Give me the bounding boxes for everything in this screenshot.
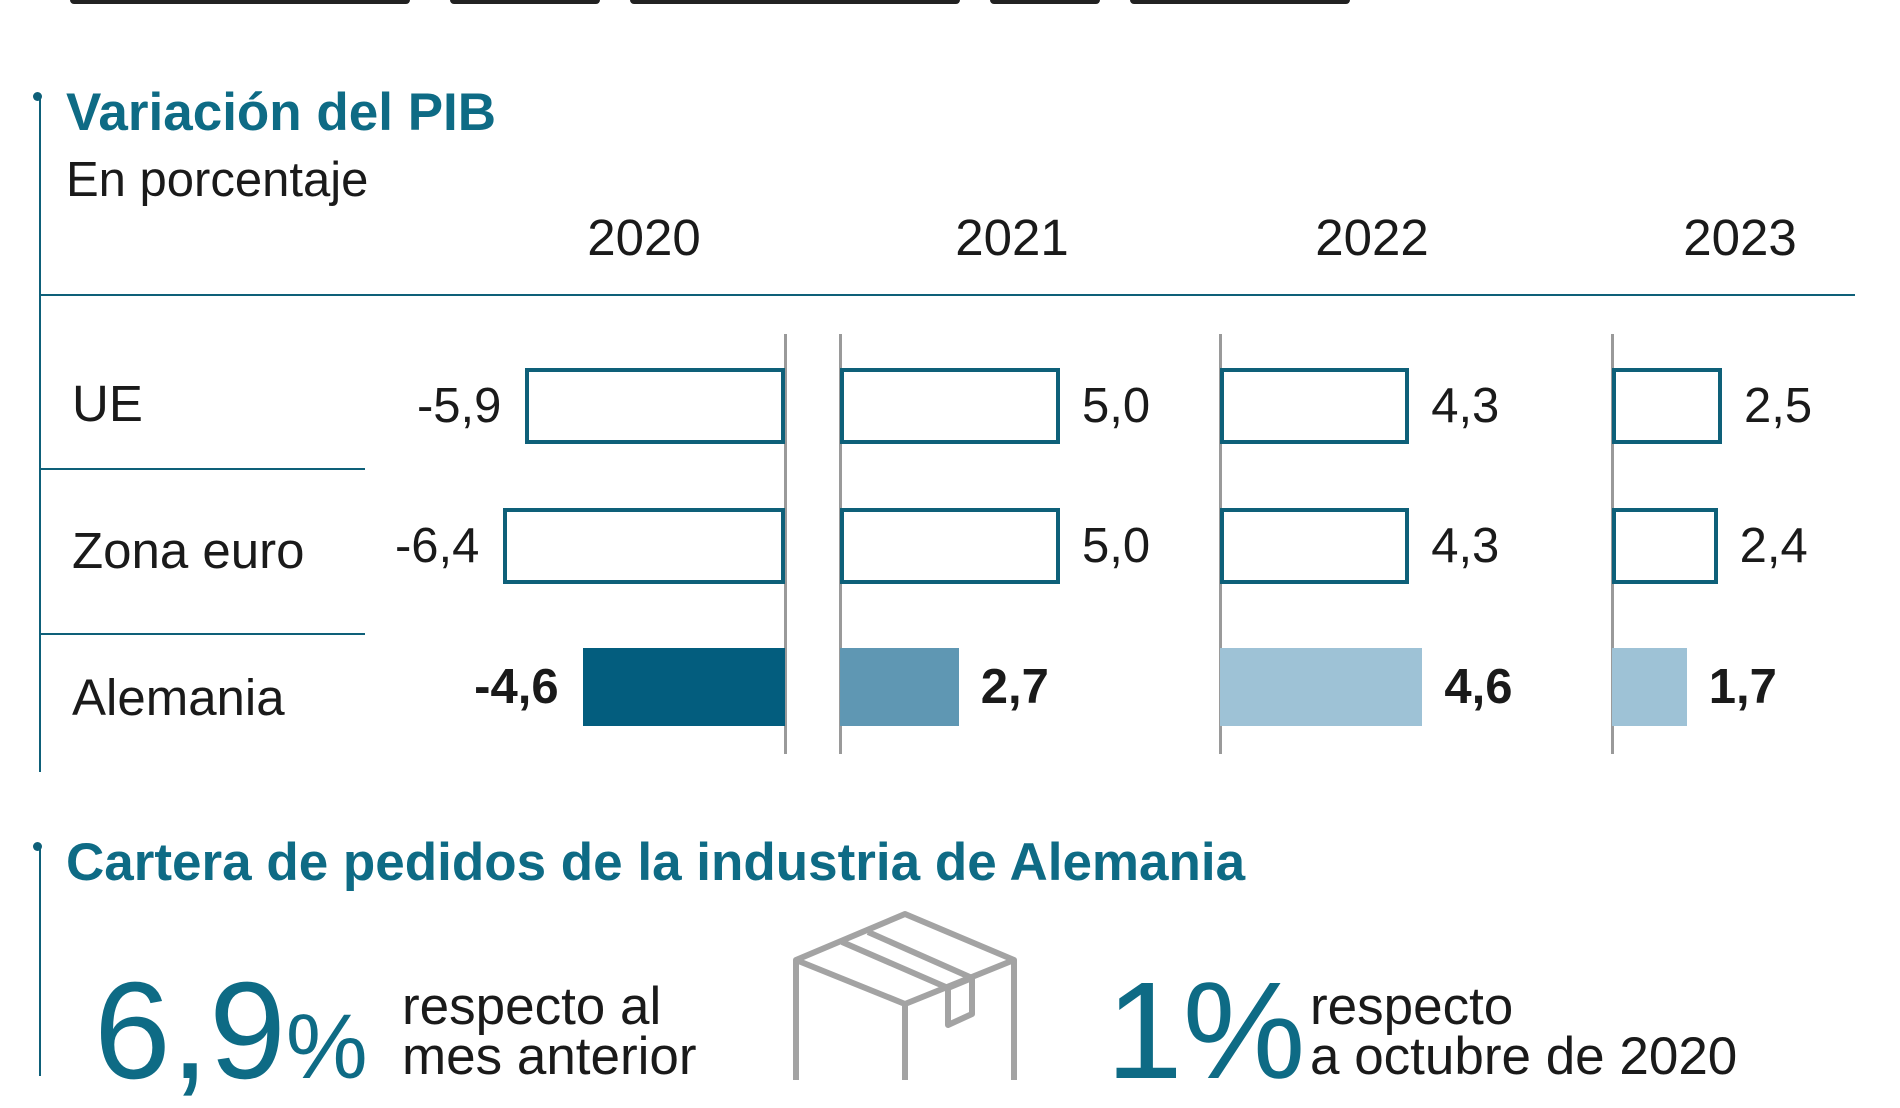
value-label: 2,7 — [980, 659, 1049, 714]
bar-2021 — [840, 508, 1060, 584]
stat-monthly-change: 6,9% — [94, 962, 368, 1100]
value-label: 4,6 — [1444, 659, 1513, 714]
bar-2023 — [1612, 368, 1722, 444]
stat-yearly-value: 1 — [1106, 954, 1183, 1108]
stat-monthly-unit: % — [285, 996, 368, 1098]
value-label: -5,9 — [416, 378, 502, 433]
row-label-alemania: Alemania — [72, 669, 285, 726]
bar-2022 — [1220, 368, 1410, 444]
row-divider — [40, 468, 365, 470]
section-marker-orders — [33, 842, 42, 851]
bar-2022 — [1220, 508, 1410, 584]
value-label: 4,3 — [1431, 518, 1500, 573]
value-label: -4,6 — [474, 659, 559, 714]
gdp-subtitle: En porcentaje — [66, 153, 369, 207]
value-label: 2,4 — [1739, 518, 1808, 573]
bar-2022 — [1220, 648, 1423, 726]
year-label-2020: 2020 — [587, 209, 701, 266]
stat-yearly-line2: a octubre de 2020 — [1310, 1027, 1738, 1086]
stat-monthly-line1: respecto al — [402, 977, 662, 1036]
bar-2023 — [1612, 648, 1687, 726]
value-label: 4,3 — [1431, 378, 1500, 433]
year-label-2022: 2022 — [1315, 209, 1429, 266]
value-label: 5,0 — [1082, 378, 1151, 433]
bar-2020 — [525, 368, 785, 444]
year-label-2023: 2023 — [1683, 209, 1797, 266]
section-rule-orders — [39, 846, 41, 1076]
cropped-heading-text — [70, 0, 1350, 4]
stat-yearly-change: 1% — [1106, 962, 1305, 1100]
stat-monthly-value: 6,9 — [94, 954, 286, 1108]
stat-monthly-description: respecto al mes anterior — [402, 977, 697, 1086]
package-box-icon — [793, 911, 1017, 1080]
value-label: 5,0 — [1082, 518, 1151, 573]
stat-yearly-description: respecto a octubre de 2020 — [1310, 977, 1738, 1086]
stat-yearly-line1: respecto — [1310, 977, 1514, 1036]
panel-baseline-2020 — [784, 334, 787, 754]
bar-2021 — [840, 648, 959, 726]
orders-title: Cartera de pedidos de la industria de Al… — [66, 833, 1246, 892]
row-divider — [40, 633, 365, 635]
bar-2023 — [1612, 508, 1718, 584]
row-label-ue: UE — [72, 375, 143, 432]
row-label-zona-euro: Zona euro — [72, 522, 305, 579]
section-rule-gdp — [39, 96, 41, 772]
gdp-title: Variación del PIB — [66, 83, 497, 142]
header-rule — [40, 294, 1855, 296]
bar-2020 — [503, 508, 785, 584]
value-label: 2,5 — [1744, 378, 1813, 433]
value-label: 1,7 — [1708, 659, 1777, 714]
stat-monthly-line2: mes anterior — [402, 1027, 697, 1086]
stat-yearly-unit: % — [1182, 954, 1306, 1108]
value-label: -6,4 — [394, 518, 480, 573]
section-marker-gdp — [33, 92, 42, 101]
bar-2021 — [840, 368, 1060, 444]
bar-2020 — [582, 648, 785, 726]
year-label-2021: 2021 — [955, 209, 1069, 266]
